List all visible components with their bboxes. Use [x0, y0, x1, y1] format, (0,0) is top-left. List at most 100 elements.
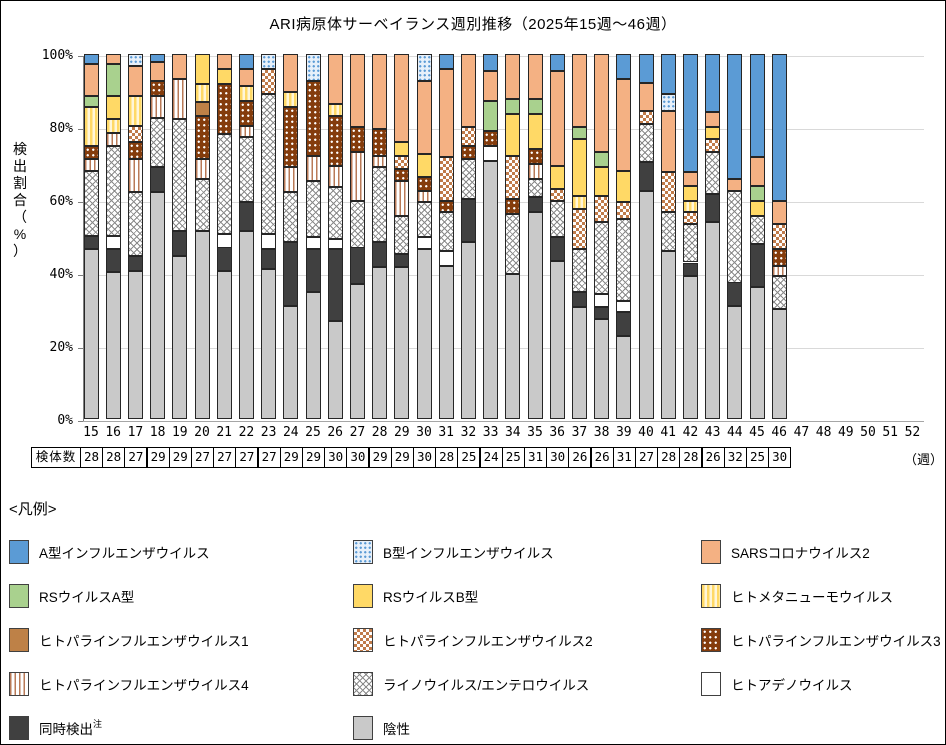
specimen-cell-week-18: 29 [146, 447, 170, 468]
y-tick-label: 60% [49, 194, 73, 209]
bar-week-40 [638, 54, 654, 419]
bar-week-44 [727, 54, 743, 419]
bar-segment-piv2 [638, 110, 654, 125]
bar-segment-piv2 [616, 202, 632, 219]
gridline-60 [83, 202, 924, 203]
bar-segment-fluA [616, 54, 632, 79]
bar-segment-codetect [105, 248, 121, 273]
bar-week-29 [394, 54, 410, 419]
bar-segment-negative [705, 222, 721, 419]
legend-label-fluB: B型インフルエンザウイルス [383, 546, 554, 561]
bar-segment-rhino [105, 145, 121, 236]
bar-segment-rhino [527, 178, 543, 198]
bar-segment-hmpv [571, 195, 587, 210]
legend-swatch-hmpv [701, 584, 721, 608]
bar-segment-rsvb [549, 165, 565, 190]
bar-week-37 [571, 54, 587, 419]
y-tick-mark [78, 202, 83, 203]
legend-swatch-piv4 [9, 672, 29, 696]
bar-segment-codetect [150, 167, 166, 193]
bar-segment-piv4 [238, 125, 254, 138]
specimen-cell-week-33: 24 [479, 447, 503, 468]
bar-segment-rsvb [216, 68, 232, 84]
specimen-cell-week-34: 25 [501, 447, 525, 468]
bar-segment-piv3 [527, 148, 543, 164]
bar-segment-piv3 [327, 115, 343, 166]
legend-swatch-rsvb [353, 584, 373, 608]
bar-segment-fluA [638, 54, 654, 83]
legend-swatch-piv2 [353, 628, 373, 652]
bar-segment-codetect [172, 230, 188, 256]
bar-segment-negative [460, 242, 476, 419]
bar-week-27 [349, 54, 365, 419]
bar-week-41 [660, 54, 676, 419]
bar-segment-codetect [327, 248, 343, 321]
specimen-cell-week-31: 28 [435, 447, 459, 468]
legend-label-rhino: ライノウイルス/エンテロウイルス [383, 678, 590, 693]
bar-segment-negative [305, 292, 321, 419]
bar-segment-sars2 [216, 54, 232, 69]
bar-segment-piv4 [771, 265, 787, 276]
specimen-cell-week-42: 28 [679, 447, 703, 468]
bar-segment-codetect [216, 247, 232, 271]
bar-segment-rsva [571, 127, 587, 139]
bar-week-18 [150, 54, 166, 419]
legend-swatch-piv3 [701, 628, 721, 652]
bar-segment-piv3 [83, 145, 99, 160]
specimen-cell-week-44: 32 [723, 447, 747, 468]
bar-week-21 [216, 54, 232, 419]
specimen-cell-week-32: 25 [457, 447, 481, 468]
bar-segment-fluA [727, 54, 743, 179]
y-tick-mark [78, 275, 83, 276]
bar-segment-codetect [349, 247, 365, 284]
x-axis-unit-label: （週） [904, 452, 944, 467]
bar-segment-hmpv [327, 104, 343, 116]
bar-segment-codetect [372, 242, 388, 268]
bar-segment-piv4 [327, 165, 343, 188]
x-tick-label-39: 39 [615, 425, 632, 440]
x-tick-label-44: 44 [726, 425, 743, 440]
bar-segment-negative [261, 269, 277, 419]
bar-segment-rhino [127, 192, 143, 256]
x-tick-label-24: 24 [282, 425, 299, 440]
bar-segment-negative [216, 270, 232, 419]
x-tick-label-37: 37 [571, 425, 588, 440]
legend-label-sars2: SARSコロナウイルス2 [731, 546, 870, 561]
bar-week-15 [83, 54, 99, 419]
x-tick-label-47: 47 [793, 425, 810, 440]
bar-week-24 [283, 54, 299, 419]
bar-segment-adeno [594, 294, 610, 308]
bar-segment-fluA [150, 54, 166, 63]
bar-segment-negative [349, 283, 365, 419]
bar-segment-adeno [327, 239, 343, 249]
specimen-cell-week-43: 26 [701, 447, 725, 468]
bar-segment-sars2 [372, 54, 388, 129]
bar-segment-piv2 [505, 155, 521, 199]
legend-item-piv1: ヒトパラインフルエンザウイルス1 [9, 627, 249, 653]
bar-week-32 [460, 54, 476, 419]
bar-segment-sars2 [394, 54, 410, 143]
bar-segment-sars2 [771, 200, 787, 225]
x-tick-label-45: 45 [749, 425, 765, 440]
bar-segment-sars2 [549, 70, 565, 166]
bar-segment-rhino [705, 152, 721, 195]
bar-segment-codetect [394, 254, 410, 268]
bar-segment-rsvb [527, 113, 543, 149]
bar-segment-piv4 [305, 155, 321, 181]
x-tick-label-43: 43 [704, 425, 721, 440]
bar-segment-rsvb [394, 142, 410, 156]
bar-segment-codetect [460, 198, 476, 243]
bar-segment-rhino [616, 218, 632, 301]
x-tick-label-27: 27 [349, 425, 366, 440]
bar-segment-negative [105, 272, 121, 419]
x-tick-label-35: 35 [527, 425, 543, 440]
bar-segment-fluA [83, 54, 99, 64]
bar-segment-fluA [682, 54, 698, 173]
specimen-cell-week-46: 30 [768, 447, 792, 468]
bar-segment-rhino [283, 192, 299, 243]
bar-segment-sars2 [682, 172, 698, 186]
bar-segment-rsva [749, 185, 765, 201]
bar-segment-fluB [261, 54, 277, 69]
y-tick-label: 100% [41, 48, 73, 63]
bar-segment-negative [771, 309, 787, 419]
